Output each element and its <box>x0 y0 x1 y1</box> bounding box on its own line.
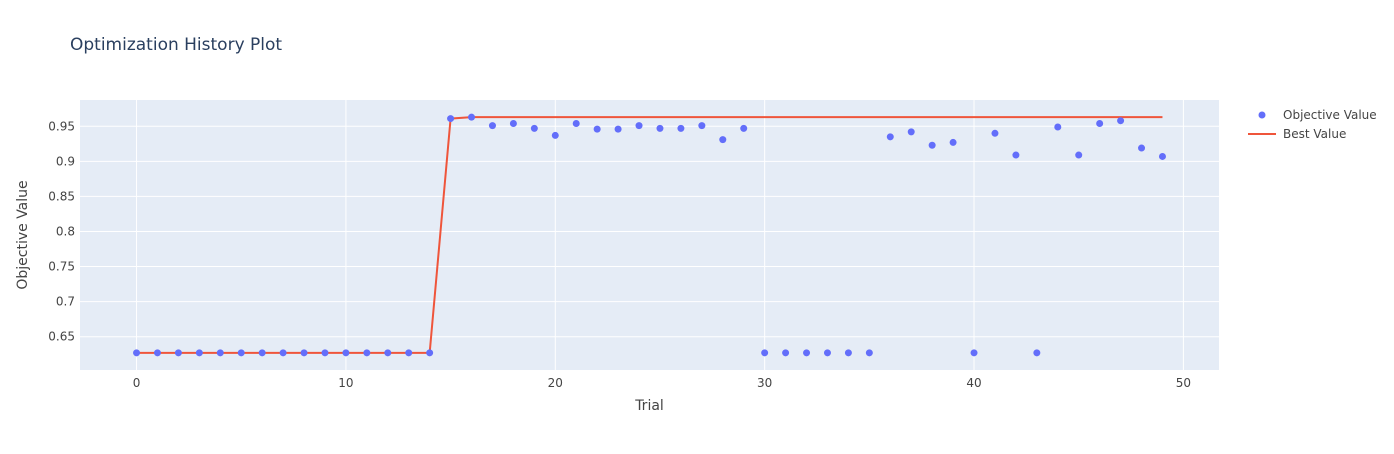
objective-value-point[interactable] <box>1138 144 1146 152</box>
objective-value-point[interactable] <box>342 349 350 357</box>
objective-value-point[interactable] <box>509 119 517 127</box>
objective-value-point[interactable] <box>551 131 559 139</box>
x-axis-label: Trial <box>634 398 664 414</box>
objective-value-point[interactable] <box>886 133 894 141</box>
objective-value-point[interactable] <box>949 138 957 146</box>
chart-title: Optimization History Plot <box>70 35 282 55</box>
objective-value-point[interactable] <box>1054 123 1062 131</box>
objective-value-point[interactable] <box>782 349 790 357</box>
objective-value-point[interactable] <box>803 349 811 357</box>
x-tick-label: 20 <box>548 376 563 390</box>
y-axis-label: Objective Value <box>15 180 31 289</box>
objective-value-point[interactable] <box>740 124 748 132</box>
y-tick-label: 0.95 <box>48 119 75 133</box>
objective-value-point[interactable] <box>153 349 161 357</box>
objective-value-point[interactable] <box>216 349 224 357</box>
y-tick-label: 0.65 <box>48 330 75 344</box>
grid-lines <box>80 100 1219 370</box>
objective-value-point[interactable] <box>488 122 496 130</box>
objective-value-point[interactable] <box>844 349 852 357</box>
x-tick-label: 0 <box>133 376 141 390</box>
y-tick-label: 0.9 <box>56 154 75 168</box>
x-tick-label: 30 <box>757 376 772 390</box>
objective-value-point[interactable] <box>1158 152 1166 160</box>
objective-value-point[interactable] <box>698 122 706 130</box>
objective-value-point[interactable] <box>530 124 538 132</box>
x-tick-label: 40 <box>966 376 981 390</box>
legend-item-best-value[interactable]: Best Value <box>1248 127 1346 141</box>
objective-value-point[interactable] <box>593 125 601 133</box>
x-tick-label: 10 <box>338 376 353 390</box>
objective-value-point[interactable] <box>468 113 476 121</box>
legend-marker-icon <box>1258 111 1266 119</box>
objective-value-point[interactable] <box>237 349 245 357</box>
objective-value-point[interactable] <box>970 349 978 357</box>
objective-value-point[interactable] <box>1033 349 1041 357</box>
y-axis-ticks: 0.65 0.7 0.75 0.8 0.85 0.9 0.95 <box>48 119 75 343</box>
objective-value-point[interactable] <box>300 349 308 357</box>
objective-value-point[interactable] <box>1012 151 1020 159</box>
y-tick-label: 0.75 <box>48 260 75 274</box>
objective-value-point[interactable] <box>426 349 434 357</box>
objective-value-point[interactable] <box>656 124 664 132</box>
objective-value-point[interactable] <box>195 349 203 357</box>
y-tick-label: 0.85 <box>48 189 75 203</box>
objective-value-point[interactable] <box>614 125 622 133</box>
objective-value-point[interactable] <box>321 349 329 357</box>
x-tick-label: 50 <box>1176 376 1191 390</box>
objective-value-point[interactable] <box>907 128 915 136</box>
objective-value-series <box>133 113 1166 357</box>
objective-value-point[interactable] <box>447 115 455 123</box>
objective-value-point[interactable] <box>635 122 643 130</box>
objective-value-point[interactable] <box>384 349 392 357</box>
plot-area-background <box>80 100 1219 370</box>
objective-value-point[interactable] <box>677 124 685 132</box>
objective-value-point[interactable] <box>865 349 873 357</box>
legend-label-objective-value: Objective Value <box>1283 108 1377 122</box>
legend[interactable]: Objective Value Best Value <box>1248 108 1377 141</box>
x-axis-ticks: 0 10 20 30 40 50 <box>133 376 1191 390</box>
objective-value-point[interactable] <box>279 349 287 357</box>
y-tick-label: 0.8 <box>56 224 75 238</box>
objective-value-point[interactable] <box>761 349 769 357</box>
legend-item-objective-value[interactable]: Objective Value <box>1258 108 1377 122</box>
objective-value-point[interactable] <box>1117 117 1125 125</box>
objective-value-point[interactable] <box>133 349 141 357</box>
legend-label-best-value: Best Value <box>1283 127 1346 141</box>
objective-value-point[interactable] <box>1075 151 1083 159</box>
objective-value-point[interactable] <box>405 349 413 357</box>
objective-value-point[interactable] <box>719 136 727 144</box>
objective-value-point[interactable] <box>258 349 266 357</box>
objective-value-point[interactable] <box>174 349 182 357</box>
objective-value-point[interactable] <box>991 129 999 137</box>
objective-value-point[interactable] <box>928 141 936 149</box>
objective-value-point[interactable] <box>572 119 580 127</box>
objective-value-point[interactable] <box>1096 119 1104 127</box>
objective-value-point[interactable] <box>363 349 371 357</box>
y-tick-label: 0.7 <box>56 295 75 309</box>
objective-value-point[interactable] <box>823 349 831 357</box>
